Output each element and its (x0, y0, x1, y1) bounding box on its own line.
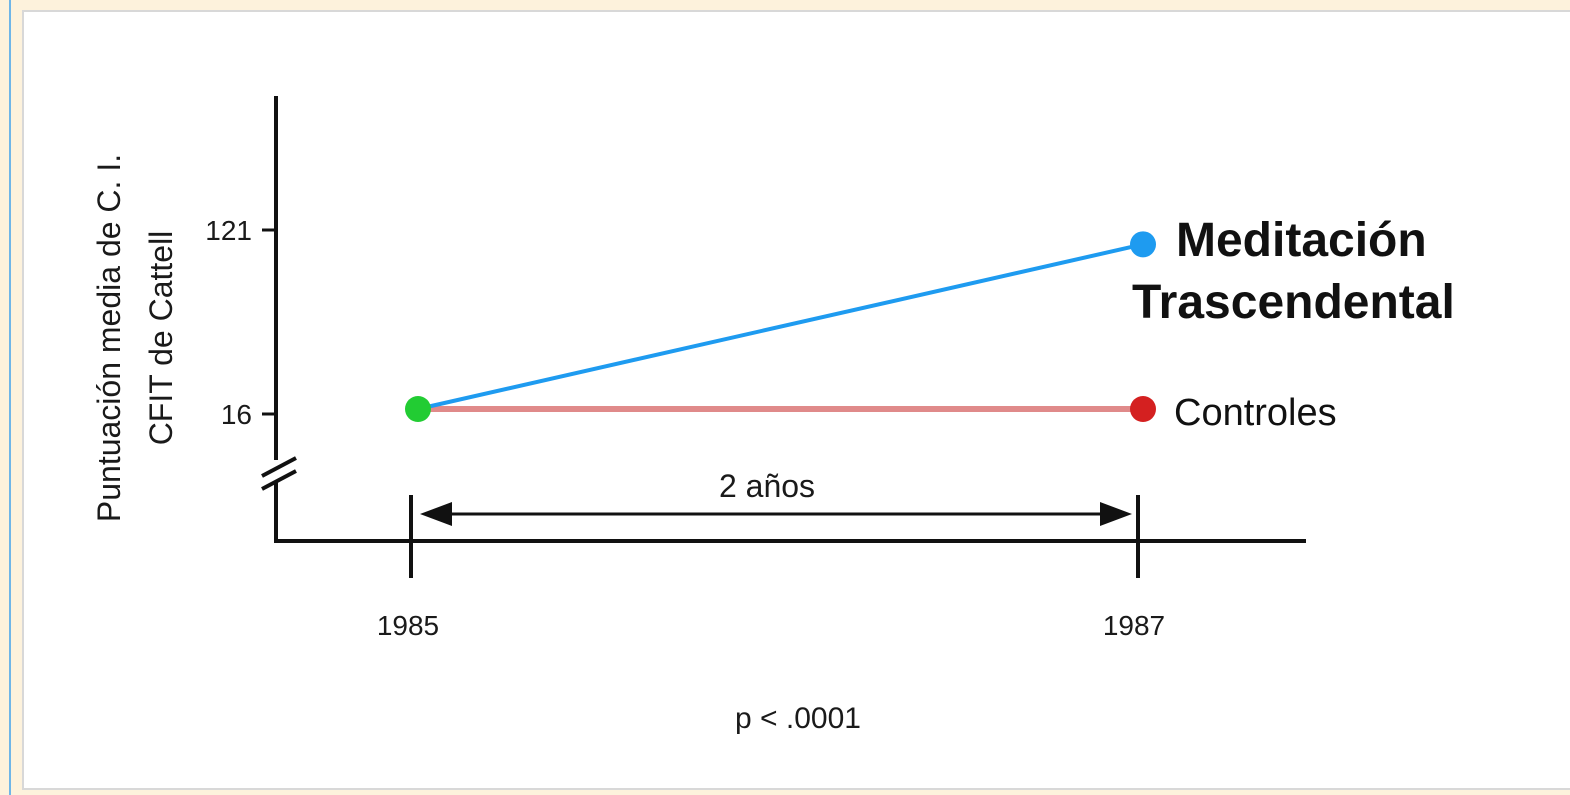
y-tick-label-16: 16 (221, 399, 252, 430)
left-accent-line (9, 0, 11, 795)
chart-card (22, 10, 1570, 790)
series-label-controles: Controles (1174, 392, 1337, 434)
interval-label: 2 años (719, 468, 815, 504)
x-tick-label-1987: 1987 (1103, 610, 1165, 641)
axis-break-mark (261, 456, 297, 491)
series-label-meditacion-line1: Meditación (1176, 214, 1427, 267)
marker-meditacion-end (1130, 231, 1156, 258)
y-axis-label-line1: Puntuación media de C. I. (91, 154, 127, 522)
marker-controles-end (1130, 396, 1156, 422)
series-line-meditacion (417, 242, 1144, 411)
marker-start (405, 396, 431, 422)
series-label-meditacion-line2: Trascendental (1132, 276, 1455, 329)
x-tick-label-1985: 1985 (377, 610, 439, 641)
interval-arrow-right-head (1100, 502, 1132, 526)
y-axis-label-line2: CFIT de Cattell (143, 231, 179, 446)
interval-arrow-left-head (420, 502, 452, 526)
y-tick-label-121: 121 (205, 215, 252, 246)
p-value-label: p < .0001 (735, 702, 861, 735)
